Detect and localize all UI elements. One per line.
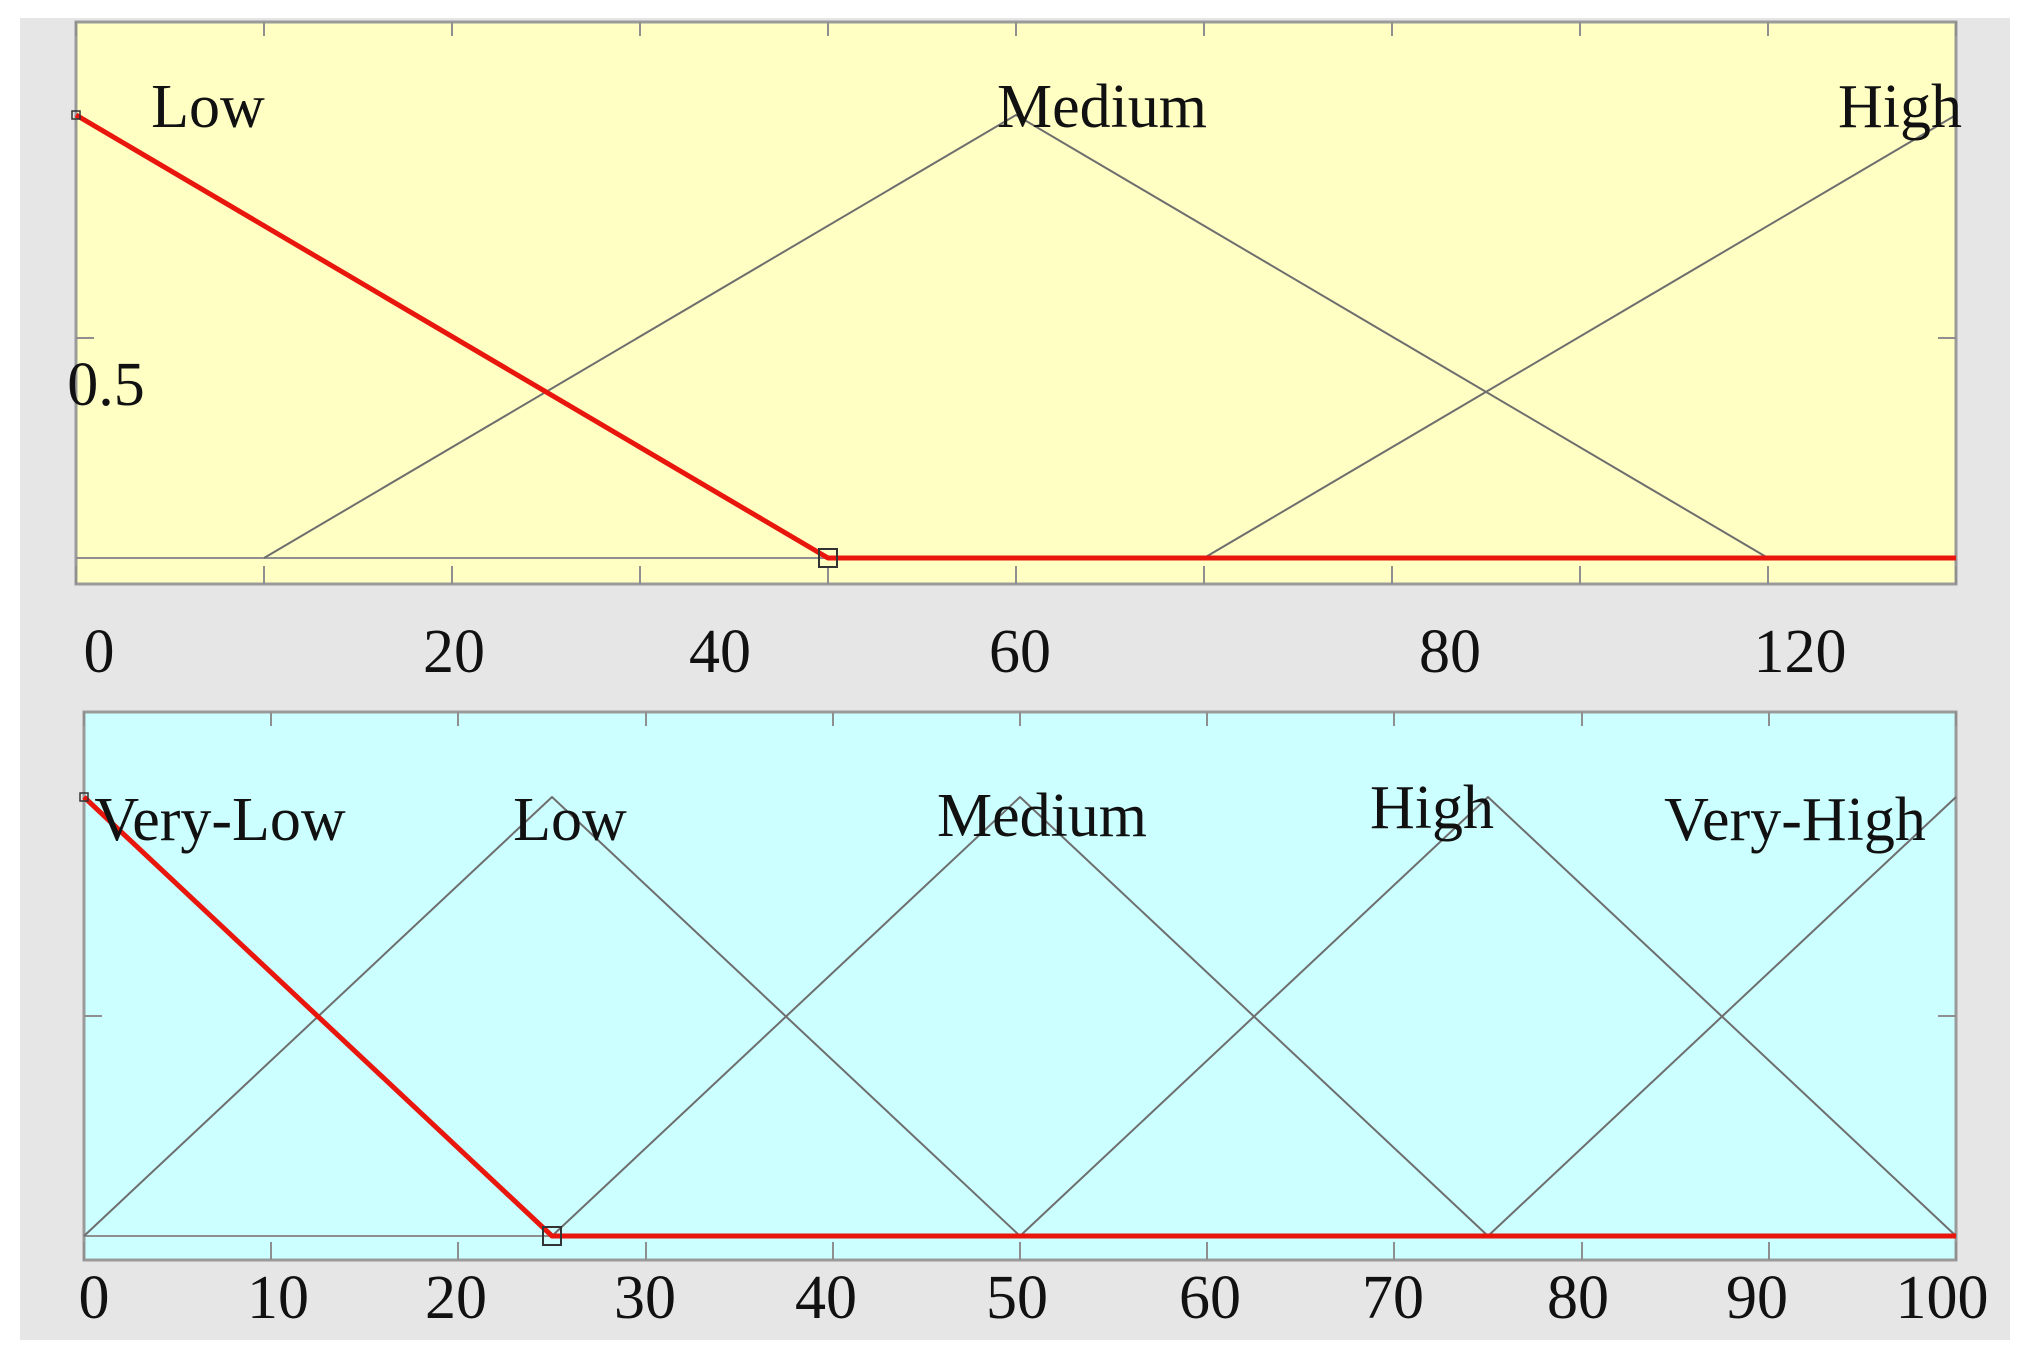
series-label-high: High [1370,774,1494,842]
x-tick-label: 20 [423,618,485,686]
x-tick-label: 90 [1726,1264,1788,1332]
plot-panel [82,710,1958,1262]
series-line-medium [263,114,1769,559]
series-line-very-low [82,795,1956,1239]
series-label-very-low: Very-Low [94,786,346,854]
selected-point-marker [542,1226,562,1246]
x-tick-label: 20 [425,1264,487,1332]
chart-input-membership-functions: Low Medium High 0.5 [67,20,1962,586]
x-tick-label: 100 [1896,1264,1989,1332]
start-point-marker [79,792,89,802]
chart-output-membership-functions: Very-Low Low Medium High Very-High [79,710,1958,1262]
x-tick-label: 40 [689,618,751,686]
start-point-marker [71,110,81,120]
series-line-very-high [1487,796,1957,1237]
series-label-medium: Medium [997,73,1207,141]
series-line-medium [551,796,1489,1237]
series-label-low: Low [513,786,627,854]
x-tick-label: 70 [1362,1264,1424,1332]
series-label-very-high: Very-High [1664,786,1926,854]
x-tick-label: 60 [1179,1264,1241,1332]
series-line-low [83,796,1021,1237]
x-tick-label: 10 [247,1264,309,1332]
series-label-high: High [1838,73,1962,141]
y-tick-label: 0.5 [67,351,145,419]
series-line-high [1203,114,1957,559]
series-line-low [74,112,1956,561]
series-line-high [1019,796,1957,1237]
x-tick-label: 60 [989,618,1051,686]
selected-point-marker [818,548,838,568]
x-tick-label: 80 [1547,1264,1609,1332]
x-tick-label: 0 [79,1264,110,1332]
x-tick-label: 50 [986,1264,1048,1332]
x-tick-label: 40 [795,1264,857,1332]
x-tick-label: 30 [614,1264,676,1332]
series-label-medium: Medium [937,782,1147,850]
series-label-low: Low [151,73,265,141]
x-tick-label: 120 [1754,618,1847,686]
x-tick-label: 0 [84,618,115,686]
x-tick-label: 80 [1419,618,1481,686]
